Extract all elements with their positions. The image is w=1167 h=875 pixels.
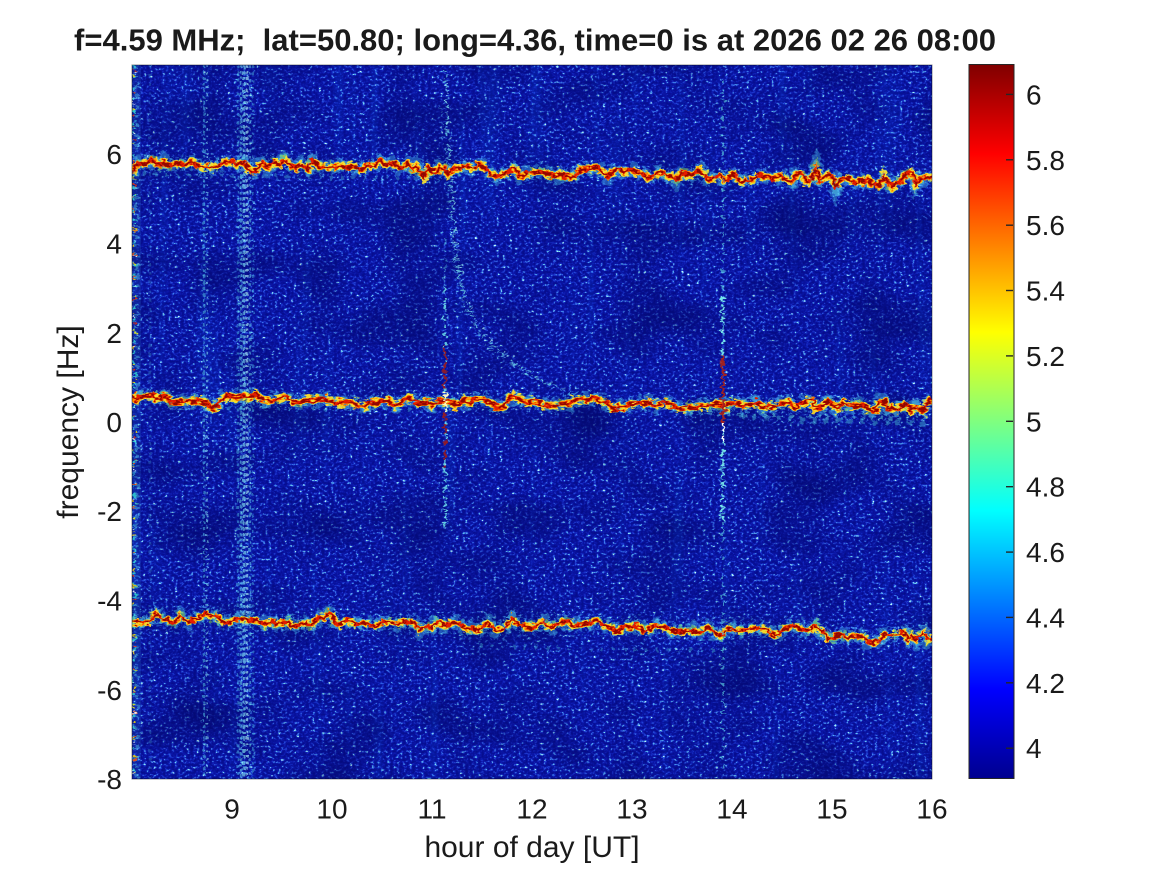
svg-text:5: 5 xyxy=(1026,406,1042,437)
svg-text:6: 6 xyxy=(1026,79,1042,110)
svg-text:14: 14 xyxy=(716,794,747,825)
svg-text:5.8: 5.8 xyxy=(1026,145,1065,176)
svg-text:hour of day [UT]: hour of day [UT] xyxy=(424,831,639,864)
svg-text:4.2: 4.2 xyxy=(1026,668,1065,699)
svg-text:12: 12 xyxy=(516,794,547,825)
svg-text:9: 9 xyxy=(224,794,240,825)
svg-text:5.2: 5.2 xyxy=(1026,341,1065,372)
svg-text:-6: -6 xyxy=(97,675,122,706)
svg-text:f=4.59 MHz; lat=50.80; long=4: f=4.59 MHz; lat=50.80; long=4.36, time=0… xyxy=(74,23,996,58)
svg-text:13: 13 xyxy=(616,794,647,825)
svg-text:15: 15 xyxy=(816,794,847,825)
svg-text:frequency [Hz]: frequency [Hz] xyxy=(52,325,85,518)
svg-text:-2: -2 xyxy=(97,496,122,527)
svg-text:4.4: 4.4 xyxy=(1026,602,1065,633)
svg-text:4: 4 xyxy=(1026,733,1042,764)
svg-text:4: 4 xyxy=(106,229,122,260)
svg-text:5.4: 5.4 xyxy=(1026,276,1065,307)
svg-text:10: 10 xyxy=(316,794,347,825)
svg-text:5.6: 5.6 xyxy=(1026,210,1065,241)
svg-text:6: 6 xyxy=(106,139,122,170)
svg-text:4.6: 4.6 xyxy=(1026,537,1065,568)
svg-text:-4: -4 xyxy=(97,586,122,617)
svg-text:0: 0 xyxy=(106,407,122,438)
svg-text:4.8: 4.8 xyxy=(1026,472,1065,503)
svg-text:11: 11 xyxy=(417,794,446,825)
svg-text:16: 16 xyxy=(916,794,947,825)
svg-text:-8: -8 xyxy=(97,764,122,795)
svg-text:2: 2 xyxy=(106,318,122,349)
